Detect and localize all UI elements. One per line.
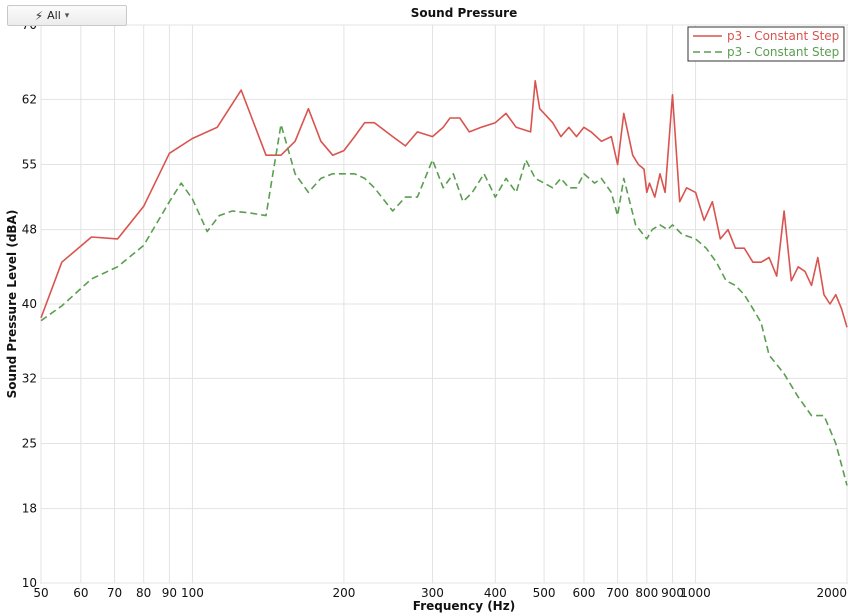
chevron-down-icon: ▾ xyxy=(64,10,70,21)
y-axis-ticks: 101825324048556270 xyxy=(22,18,37,590)
x-tick-label: 100 xyxy=(181,586,204,600)
x-tick-label: 300 xyxy=(421,586,444,600)
filter-dropdown-label: All xyxy=(47,9,61,22)
y-tick-label: 40 xyxy=(22,297,37,311)
y-tick-label: 10 xyxy=(22,576,37,590)
chart-title: Sound Pressure xyxy=(411,6,517,20)
y-tick-label: 62 xyxy=(22,92,37,106)
y-tick-label: 18 xyxy=(22,502,37,516)
x-tick-label: 600 xyxy=(572,586,595,600)
series-line-2 xyxy=(40,123,848,486)
y-tick-label: 55 xyxy=(22,158,37,172)
legend: p3 - Constant Step p3 - Constant Step xyxy=(687,26,845,62)
legend-label-2: p3 - Constant Step xyxy=(727,45,839,59)
x-tick-label: 1000 xyxy=(680,586,711,600)
x-tick-label: 800 xyxy=(635,586,658,600)
legend-label-1: p3 - Constant Step xyxy=(727,29,839,43)
x-tick-label: 500 xyxy=(533,586,556,600)
x-tick-label: 700 xyxy=(606,586,629,600)
x-tick-label: 90 xyxy=(162,586,177,600)
x-axis-ticks: 50 60 70 80 90 100 200 300 400 500 600 700 800 900100… xyxy=(33,586,847,600)
y-tick-label: 32 xyxy=(22,371,37,385)
legend-box xyxy=(687,26,845,62)
filter-dropdown-button[interactable]: ⚡ All ▾ xyxy=(7,5,127,26)
x-tick-label: 60 xyxy=(73,586,88,600)
lightning-bolt-icon: ⚡ xyxy=(34,8,44,23)
y-tick-label: 25 xyxy=(22,437,37,451)
y-tick-label: 48 xyxy=(22,223,37,237)
series-layer xyxy=(40,80,848,486)
series-line-1 xyxy=(40,80,848,328)
x-tick-label: 80 xyxy=(136,586,151,600)
x-tick-label: 2000 xyxy=(816,586,847,600)
x-tick-label: 200 xyxy=(332,586,355,600)
x-axis-label: Frequency (Hz) xyxy=(413,599,515,613)
y-axis-label: Sound Pressure Level (dBA) xyxy=(5,210,19,399)
grid-lines xyxy=(40,24,848,584)
x-tick-label: 50 xyxy=(33,586,48,600)
x-tick-label: 70 xyxy=(107,586,122,600)
x-tick-label: 400 xyxy=(484,586,507,600)
x-tick-label: 900 xyxy=(661,586,684,600)
